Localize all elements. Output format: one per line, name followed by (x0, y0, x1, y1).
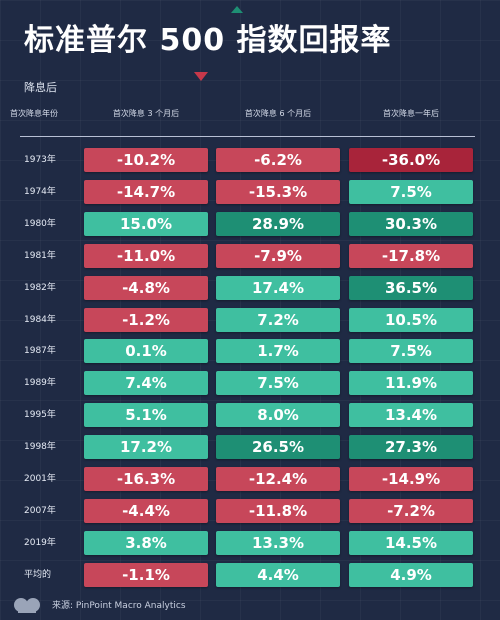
source-note: 来源: PinPoint Macro Analytics (52, 601, 186, 611)
return-cell: 36.5% (349, 276, 473, 300)
column-header-6-months: 首次降息 6 个月后 (244, 109, 312, 118)
row-year-label: 1995年 (24, 410, 56, 420)
return-cell: 4.4% (216, 563, 340, 587)
row-year-label: 平均的 (24, 570, 52, 580)
return-cell: 13.3% (216, 531, 340, 555)
row-year-label: 1998年 (24, 442, 56, 452)
return-cell: -4.4% (84, 499, 208, 523)
row-year-label: 2001年 (24, 474, 56, 484)
return-cell: -12.4% (216, 467, 340, 491)
return-cell: 14.5% (349, 531, 473, 555)
row-year-label: 1989年 (24, 378, 56, 388)
column-header-1-year: 首次降息一年后 (383, 109, 439, 118)
return-cell: 28.9% (216, 212, 340, 236)
return-cell: -1.1% (84, 563, 208, 587)
return-cell: -6.2% (216, 148, 340, 172)
title-decoration-up-icon (231, 6, 243, 13)
return-cell: 3.8% (84, 531, 208, 555)
return-cell: -36.0% (349, 148, 473, 172)
return-cell: 1.7% (216, 339, 340, 363)
return-cell: 27.3% (349, 435, 473, 459)
return-cell: -11.0% (84, 244, 208, 268)
return-cell: -10.2% (84, 148, 208, 172)
return-cell: 26.5% (216, 435, 340, 459)
return-cell: 17.4% (216, 276, 340, 300)
column-header-3-months: 首次降息 3 个月后 (112, 109, 180, 118)
row-year-label: 1987年 (24, 346, 56, 356)
return-cell: -7.2% (349, 499, 473, 523)
row-year-label: 1973年 (24, 155, 56, 165)
return-cell: -16.3% (84, 467, 208, 491)
return-cell: 15.0% (84, 212, 208, 236)
column-header-year: 首次降息年份 (10, 109, 58, 118)
return-cell: 7.4% (84, 371, 208, 395)
pinpoint-logo-icon (14, 598, 40, 613)
return-cell: 17.2% (84, 435, 208, 459)
return-cell: 13.4% (349, 403, 473, 427)
row-year-label: 1980年 (24, 219, 56, 229)
return-cell: 5.1% (84, 403, 208, 427)
return-cell: 10.5% (349, 308, 473, 332)
return-cell: -4.8% (84, 276, 208, 300)
row-year-label: 1982年 (24, 283, 56, 293)
return-cell: -11.8% (216, 499, 340, 523)
row-year-label: 2019年 (24, 538, 56, 548)
row-year-label: 1984年 (24, 315, 56, 325)
chart-title: 标准普尔 500 指数回报率 (24, 23, 392, 58)
row-year-label: 1981年 (24, 251, 56, 261)
return-cell: -15.3% (216, 180, 340, 204)
row-year-label: 2007年 (24, 506, 56, 516)
return-cell: 4.9% (349, 563, 473, 587)
return-cell: -1.2% (84, 308, 208, 332)
return-cell: 11.9% (349, 371, 473, 395)
return-cell: 30.3% (349, 212, 473, 236)
chart-subtitle: 降息后 (24, 81, 57, 94)
return-cell: 0.1% (84, 339, 208, 363)
return-cell: 7.5% (349, 339, 473, 363)
return-cell: 7.5% (216, 371, 340, 395)
header-divider (20, 136, 475, 137)
return-cell: 7.2% (216, 308, 340, 332)
return-cell: -17.8% (349, 244, 473, 268)
title-decoration-down-icon (194, 72, 208, 81)
return-cell: -14.9% (349, 467, 473, 491)
return-cell: 7.5% (349, 180, 473, 204)
row-year-label: 1974年 (24, 187, 56, 197)
return-cell: 8.0% (216, 403, 340, 427)
return-cell: -7.9% (216, 244, 340, 268)
return-cell: -14.7% (84, 180, 208, 204)
